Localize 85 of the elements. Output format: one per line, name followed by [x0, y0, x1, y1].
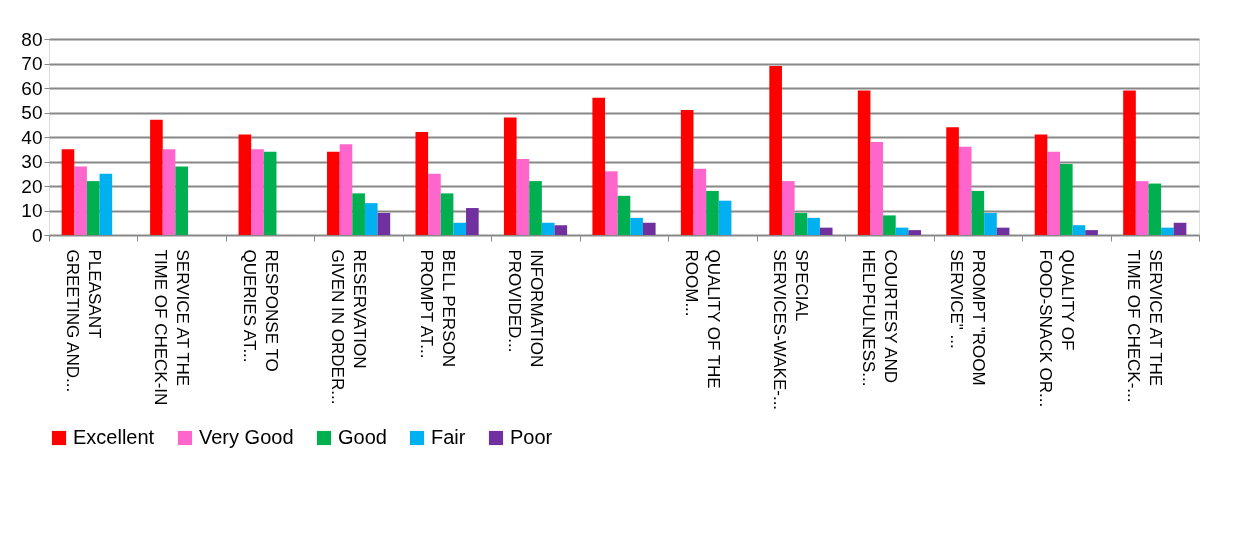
- bar: [1072, 225, 1086, 235]
- bar: [769, 65, 782, 235]
- legend-label: Fair: [431, 426, 466, 448]
- bar: [415, 132, 429, 235]
- legend-label: Poor: [510, 426, 553, 448]
- bar: [1085, 230, 1098, 235]
- bar: [150, 119, 163, 235]
- bar: [592, 97, 606, 235]
- bar: [807, 217, 820, 235]
- bar: [428, 173, 441, 235]
- bar: [958, 146, 972, 235]
- bar: [263, 151, 277, 235]
- bar: [617, 195, 631, 235]
- bar: [377, 212, 391, 235]
- bar: [693, 168, 707, 235]
- bar: [1034, 134, 1048, 235]
- bar: [971, 190, 985, 235]
- x-tick-label: SERVICE AT THE TIME OF CHECK-IN: [151, 249, 193, 406]
- y-tick-label: 30: [21, 151, 43, 172]
- bar: [908, 230, 921, 235]
- bar: [857, 90, 871, 235]
- legend-label: Good: [338, 426, 387, 448]
- bar: [642, 222, 656, 235]
- bar: [1161, 227, 1174, 235]
- bar: [99, 173, 113, 235]
- legend-label: Very Good: [199, 426, 294, 448]
- x-tick-label: COURTESY AND HELPFULNESS...: [858, 249, 900, 387]
- bar: [554, 225, 568, 235]
- y-tick-label: 20: [21, 175, 43, 197]
- bar: [794, 212, 808, 235]
- bar: [1123, 90, 1136, 235]
- bar: [339, 144, 353, 235]
- x-tick-label: BELL PERSON PROMPT AT...: [416, 249, 458, 367]
- bar: [1173, 222, 1187, 235]
- bar: [541, 222, 555, 235]
- bar: [162, 149, 176, 235]
- y-tick-label: 70: [21, 53, 43, 74]
- legend-label: Excellent: [73, 426, 155, 448]
- bar: [996, 227, 1010, 235]
- bar: [466, 208, 479, 235]
- x-tick-label: PROMPT "ROOM SERVICE" ...: [947, 249, 989, 386]
- bar: [895, 227, 909, 235]
- y-tick-label: 80: [21, 28, 43, 50]
- x-tick-label: RESERVATION GIVEN IN ORDER...: [328, 249, 370, 405]
- bar: [883, 215, 896, 235]
- bar: [680, 110, 694, 235]
- bar: [1059, 163, 1073, 235]
- bar: [718, 200, 732, 235]
- y-tick-label: 60: [21, 77, 43, 99]
- bar: [1047, 151, 1060, 235]
- x-tick-label: SPECIAL SERVICES-WAKE-...: [770, 249, 812, 411]
- x-tick-label: RESPONSE TO QUERIES AT...: [239, 249, 281, 372]
- x-tick-label: QUALITY OF FOOD-SNACK OR...: [1035, 249, 1077, 408]
- bar: [1148, 183, 1162, 235]
- y-tick-label: 40: [21, 126, 43, 148]
- bar: [819, 227, 833, 235]
- bar: [175, 166, 189, 235]
- bar: [605, 171, 618, 235]
- bar: [453, 222, 467, 235]
- bar: [516, 159, 530, 235]
- bar: [781, 181, 795, 235]
- bar: [61, 149, 75, 235]
- bar: [86, 181, 100, 235]
- bar: [74, 166, 87, 235]
- bar: [706, 190, 719, 235]
- bar: [984, 212, 997, 235]
- bar: [946, 127, 959, 235]
- y-tick-label: 0: [31, 224, 43, 246]
- bar: [364, 203, 378, 235]
- bar: [251, 149, 264, 235]
- x-tick-label: QUALITY OF THE ROOM...: [681, 249, 723, 389]
- bar: [238, 134, 252, 235]
- bar: [1135, 181, 1149, 235]
- y-tick-label: 10: [21, 200, 43, 221]
- x-tick-label: SERVICE AT THE TIME OF CHECK-...: [1124, 249, 1166, 403]
- x-tick-label: PLEASANT GREETING AND...: [62, 249, 104, 393]
- bar: [327, 151, 340, 235]
- bar: [503, 117, 517, 235]
- bar: [352, 193, 365, 235]
- y-tick-label: 50: [21, 102, 43, 123]
- bar: [630, 217, 643, 235]
- bar: [529, 181, 542, 235]
- x-tick-label: INFORMATION PROVIDED...: [505, 249, 547, 368]
- bar: [440, 193, 454, 235]
- bar: [870, 141, 884, 235]
